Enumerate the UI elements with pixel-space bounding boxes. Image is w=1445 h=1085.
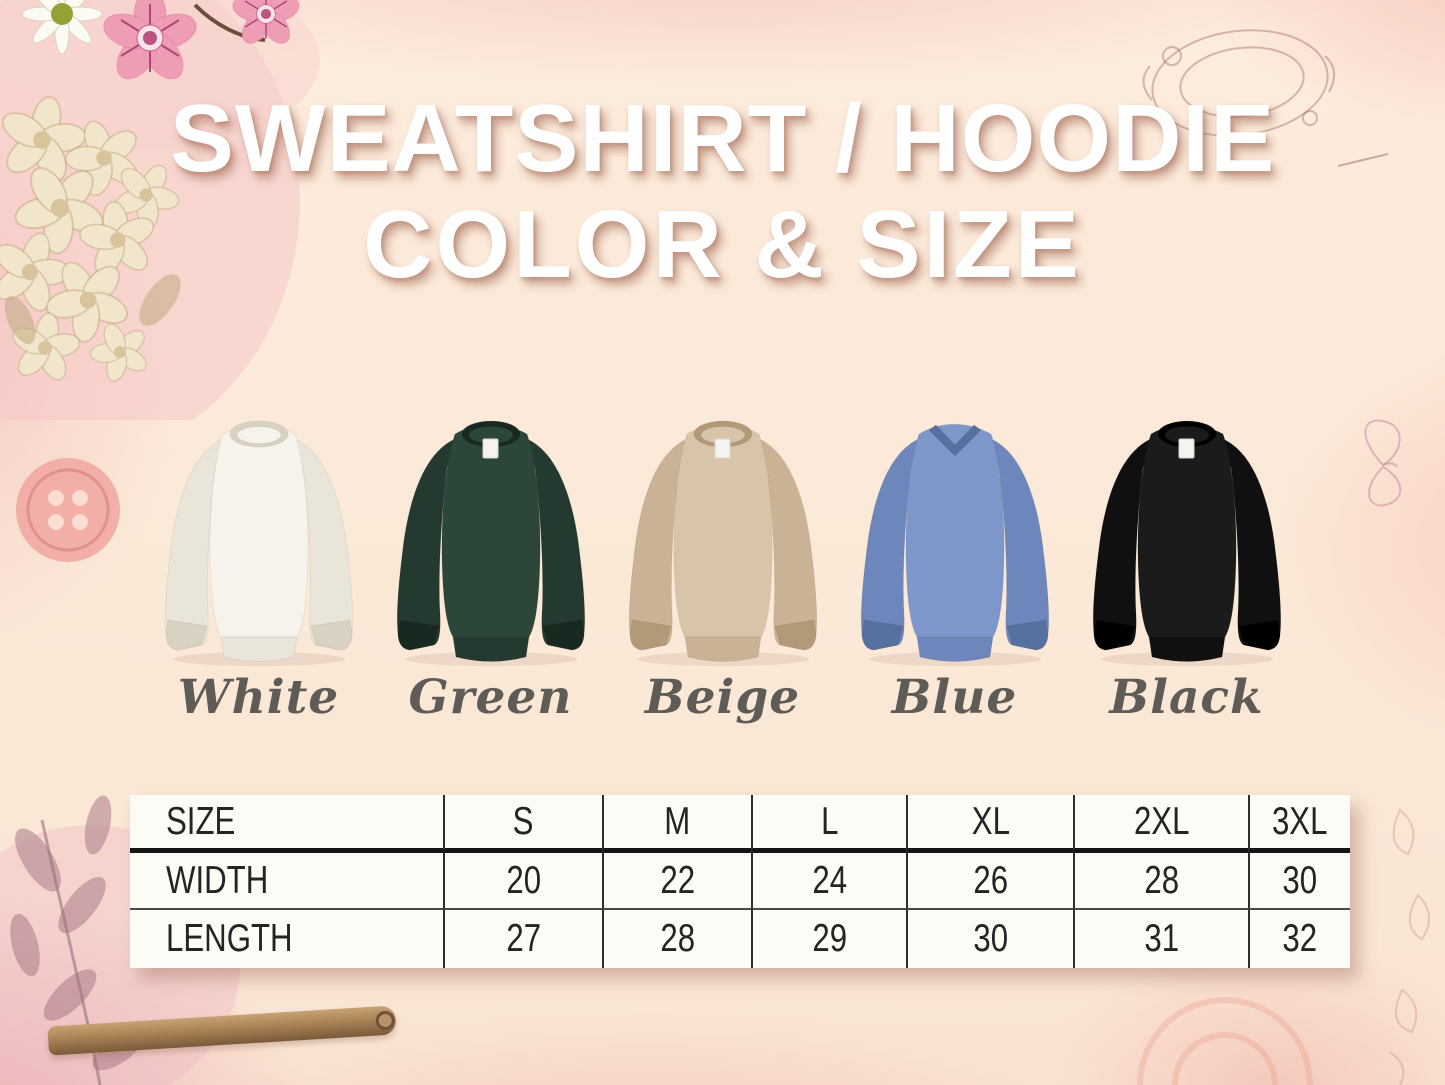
product-option-blue: Blue	[839, 398, 1071, 725]
page-title: SWEATSHIRT / HOODIE COLOR & SIZE	[0, 86, 1445, 298]
size-table-header-m: M	[602, 795, 751, 853]
size-table-header-size: SIZE	[130, 795, 443, 853]
color-label: Blue	[891, 670, 1018, 725]
product-option-black: Black	[1071, 398, 1303, 725]
width-value-m: 22	[602, 853, 751, 910]
size-table-header-3xl: 3XL	[1248, 795, 1350, 853]
color-label: White	[177, 670, 340, 725]
length-value-m: 28	[602, 910, 751, 968]
sweatshirt-image	[628, 420, 817, 666]
size-table-row-label-width: WIDTH	[130, 853, 443, 910]
color-label: Beige	[644, 670, 801, 725]
title-line-1: SWEATSHIRT / HOODIE	[169, 85, 1276, 192]
sweatshirt-image	[396, 420, 585, 666]
width-value-2xl: 28	[1073, 853, 1248, 910]
product-option-beige: Beige	[607, 398, 839, 725]
width-value-s: 20	[443, 853, 602, 910]
width-value-xl: 26	[906, 853, 1073, 910]
color-label: Green	[408, 670, 573, 725]
sweatshirt-image	[860, 423, 1049, 666]
color-label: Black	[1109, 670, 1264, 725]
size-table-row-label-length: LENGTH	[166, 917, 293, 960]
length-value-l: 29	[751, 910, 906, 968]
width-value-3xl: 30	[1248, 853, 1350, 910]
wooden-stick-decoration	[47, 1005, 397, 1056]
product-option-green: Green	[375, 398, 607, 725]
product-option-white: White	[143, 398, 375, 725]
swirl-decoration-bottom	[1137, 997, 1313, 1085]
color-options-row: White Green	[0, 398, 1445, 725]
length-value-3xl: 32	[1248, 910, 1350, 968]
title-line-2: COLOR & SIZE	[363, 191, 1082, 298]
width-value-l: 24	[751, 853, 906, 910]
length-value-s: 27	[443, 910, 602, 968]
size-table-header-s: S	[443, 795, 602, 853]
length-value-xl: 30	[906, 910, 1073, 968]
size-table-header-2xl: 2XL	[1073, 795, 1248, 853]
size-table: SIZE S M L XL 2XL 3XL WIDTH 20 22 24 26 …	[130, 795, 1350, 968]
size-table-header-l: L	[751, 795, 906, 853]
sweatshirt-image	[164, 420, 353, 666]
length-value-2xl: 31	[1073, 910, 1248, 968]
sweatshirt-image	[1092, 420, 1281, 666]
size-table-header-xl: XL	[906, 795, 1073, 853]
